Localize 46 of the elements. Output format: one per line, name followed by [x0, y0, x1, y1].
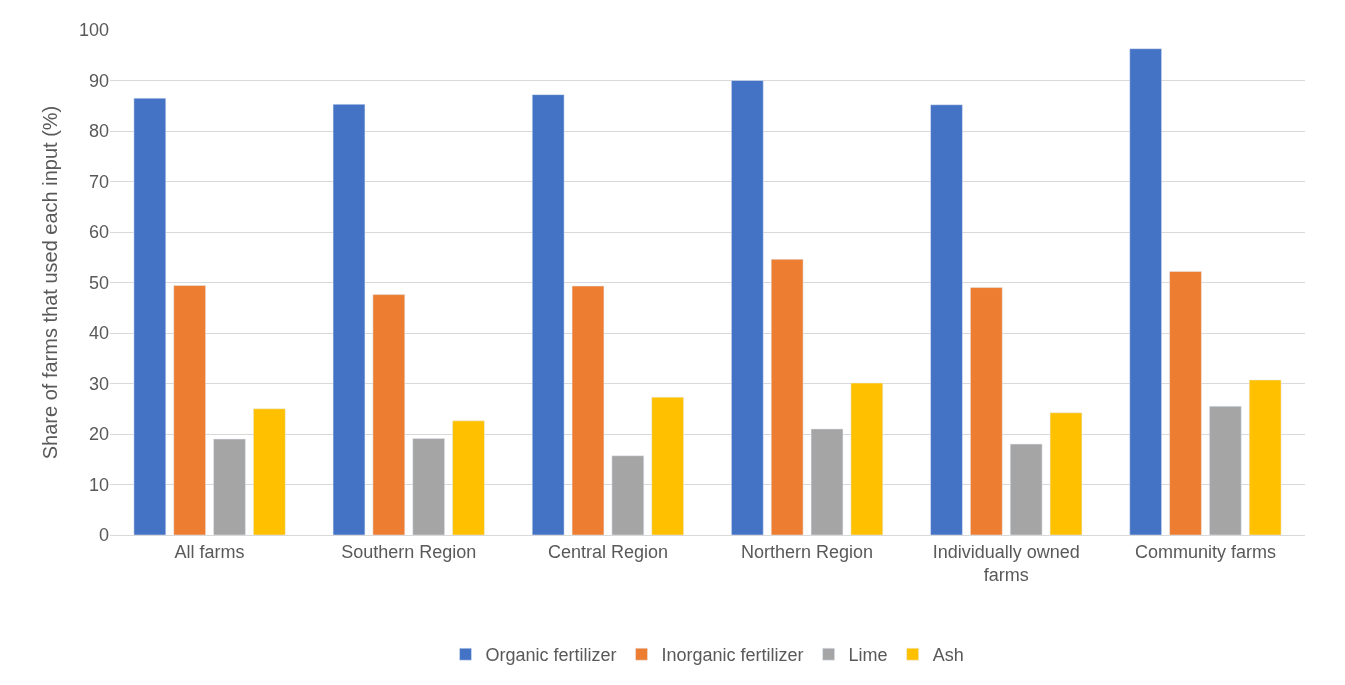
legend-label: Lime [848, 645, 888, 666]
legend-label: Ash [932, 645, 964, 666]
legend-label: Organic fertilizer [485, 645, 617, 666]
y-tick-label: 0 [98, 525, 109, 546]
y-tick-label: 50 [88, 272, 109, 293]
bar [133, 97, 167, 535]
bar [611, 455, 645, 535]
y-axis-title: Share of farms that used each input (%) [39, 105, 62, 460]
y-tick-label: 80 [88, 121, 109, 142]
x-tick-label: Individually owned farms [932, 541, 1080, 585]
y-tick-label: 20 [88, 424, 109, 445]
y-tick-label: 70 [88, 171, 109, 192]
y-tick-label: 30 [88, 373, 109, 394]
x-tick-label: Northern Region [741, 541, 874, 562]
bar [930, 104, 963, 535]
y-tick-label: 40 [88, 323, 109, 344]
x-tick-label: Southern Region [341, 541, 477, 562]
bar [731, 80, 764, 535]
x-tick-label: All farms [174, 541, 245, 562]
x-tick-label: Central Region [547, 541, 668, 562]
bar [173, 285, 206, 535]
bar [332, 103, 366, 535]
y-tick-label: 90 [88, 70, 109, 91]
bar [452, 420, 485, 535]
bar [372, 294, 406, 535]
bar [1049, 412, 1083, 535]
y-tick-label: 10 [88, 474, 109, 495]
y-tick-label: 100 [78, 20, 109, 41]
bar [412, 438, 445, 535]
bar [1209, 405, 1242, 535]
legend-label: Inorganic fertilizer [661, 645, 804, 666]
bar [531, 94, 565, 535]
bar [850, 382, 884, 535]
bar [571, 285, 605, 535]
bar [1129, 48, 1162, 535]
bar [810, 428, 844, 535]
bar [651, 396, 684, 535]
bar [213, 438, 246, 535]
x-tick-label: Community farms [1134, 541, 1276, 562]
bar [1009, 443, 1043, 535]
bar [253, 408, 286, 535]
y-tick-label: 60 [88, 222, 109, 243]
bar [1248, 379, 1282, 535]
bar [1169, 271, 1202, 535]
bar [970, 287, 1003, 535]
bar [770, 259, 804, 535]
